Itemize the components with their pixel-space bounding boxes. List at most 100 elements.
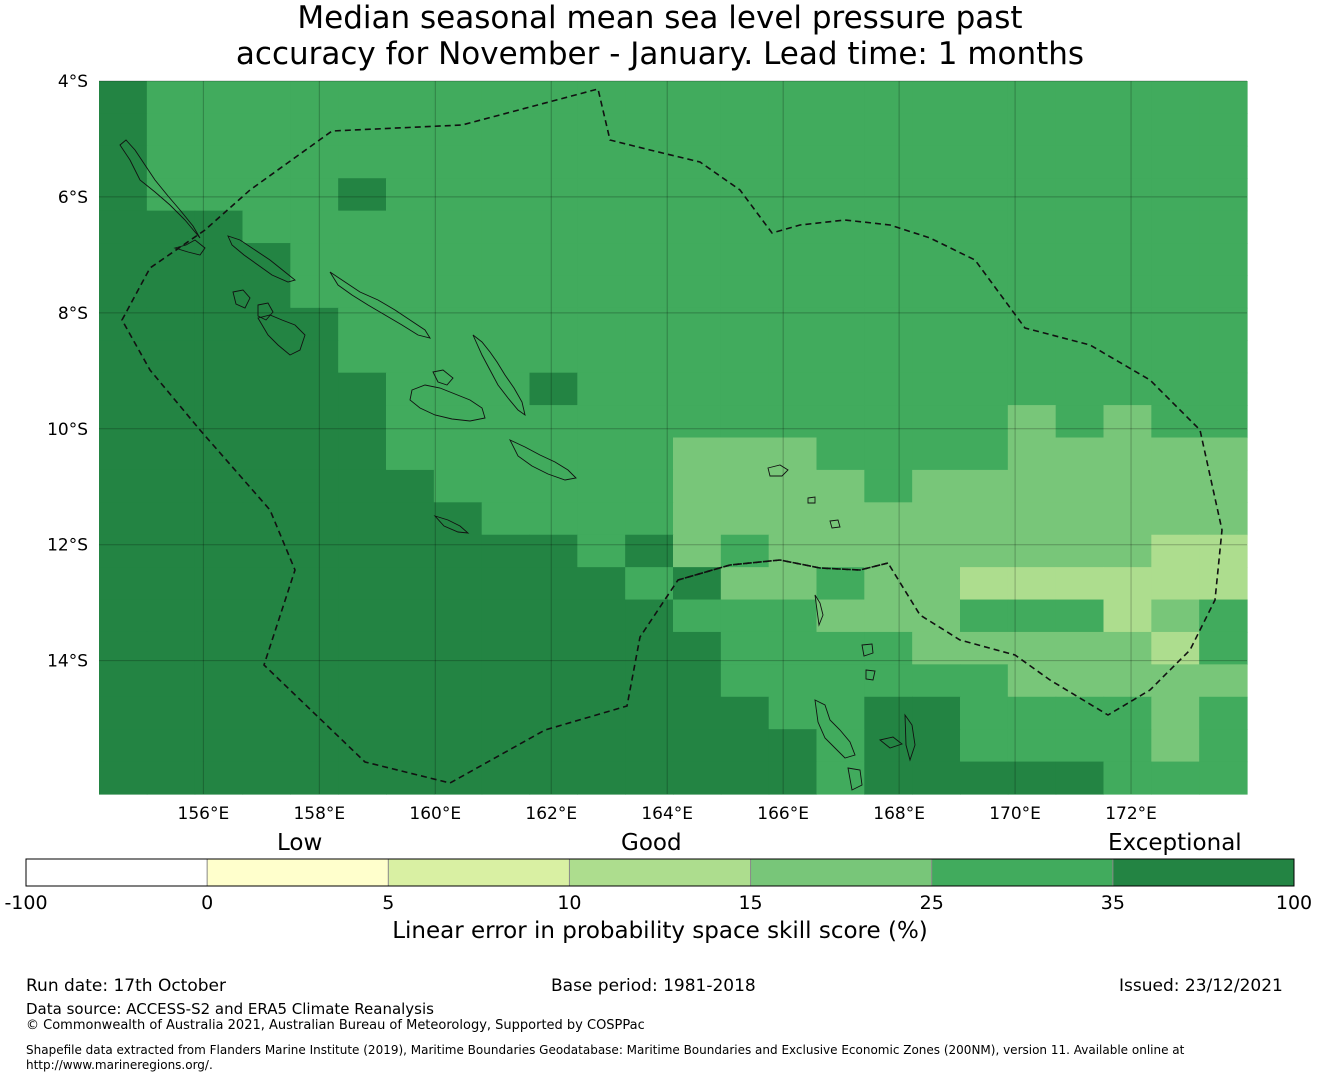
skill-cell	[386, 113, 435, 147]
skill-cell	[1055, 761, 1105, 795]
skill-cell	[577, 631, 626, 665]
skill-cell	[720, 178, 770, 212]
skill-cell	[1055, 729, 1105, 763]
skill-cell	[338, 631, 387, 665]
skill-cell	[290, 243, 339, 277]
skill-cell	[529, 534, 578, 568]
skill-cell	[912, 664, 961, 698]
skill-cell	[1007, 405, 1057, 439]
lon-tick-label: 162°E	[525, 804, 577, 824]
skill-cell	[146, 372, 196, 406]
skill-cell	[1199, 243, 1248, 277]
skill-cell	[625, 696, 674, 730]
skill-cell	[1151, 631, 1200, 665]
skill-cell	[1103, 437, 1152, 471]
skill-cell	[1007, 631, 1057, 665]
skill-cell	[912, 405, 961, 439]
skill-cell	[912, 631, 961, 665]
longitude-tick-labels: 156°E 158°E 160°E 162°E 164°E 166°E 168°E 170°E…	[178, 804, 1157, 824]
skill-cell	[960, 81, 1009, 115]
skill-cell	[625, 275, 674, 309]
skill-cell	[1103, 761, 1152, 795]
skill-cell	[864, 534, 913, 568]
skill-cell	[1007, 567, 1057, 601]
skill-cell	[146, 145, 196, 179]
lat-tick-label: 10°S	[47, 420, 88, 440]
skill-cell	[386, 437, 435, 471]
skill-cell	[242, 729, 291, 763]
skill-cell	[912, 534, 961, 568]
coastline-bougainville	[119, 139, 201, 239]
skill-cell	[960, 696, 1009, 730]
skill-cell	[529, 372, 578, 406]
category-exceptional: Exceptional	[1108, 830, 1242, 856]
skill-cell	[720, 437, 770, 471]
skill-cell	[1007, 761, 1057, 795]
skill-cell	[864, 340, 913, 374]
skill-cell	[1199, 81, 1248, 115]
skill-cell	[1055, 567, 1105, 601]
skill-cell	[864, 405, 913, 439]
skill-cell	[433, 275, 483, 309]
skill-cell	[529, 599, 578, 633]
skill-cell	[673, 664, 722, 698]
skill-cell	[99, 631, 148, 665]
skill-cell	[99, 113, 148, 147]
skill-cell	[1103, 178, 1152, 212]
skill-cell	[242, 145, 291, 179]
skill-cell	[290, 437, 339, 471]
skill-cell	[529, 405, 578, 439]
colorbar-swatch	[931, 859, 1113, 886]
skill-cell	[673, 599, 722, 633]
skill-cell	[146, 664, 196, 698]
skill-cell	[146, 340, 196, 374]
skill-cell	[242, 372, 291, 406]
skill-cell	[625, 113, 674, 147]
skill-cell	[816, 599, 865, 633]
skill-cell	[1007, 113, 1057, 147]
skill-cell	[625, 599, 674, 633]
coastline-vanua-lava	[861, 643, 874, 657]
skill-cell	[1007, 340, 1057, 374]
skill-cell	[194, 372, 244, 406]
skill-cell	[386, 664, 435, 698]
skill-cell	[768, 81, 818, 115]
skill-cell	[290, 145, 339, 179]
skill-cell	[960, 210, 1009, 244]
skill-cell	[960, 502, 1009, 536]
skill-cell	[864, 275, 913, 309]
skill-cell	[290, 534, 339, 568]
skill-cell	[816, 534, 865, 568]
skill-cell	[625, 664, 674, 698]
skill-cell	[1151, 145, 1200, 179]
skill-cell	[960, 243, 1009, 277]
skill-cell	[720, 502, 770, 536]
lon-tick-label: 172°E	[1105, 804, 1157, 824]
skill-cell	[816, 469, 865, 503]
skill-cell	[1007, 437, 1057, 471]
skill-cell	[1199, 145, 1248, 179]
skill-cell	[673, 145, 722, 179]
skill-cell	[673, 307, 722, 341]
skill-cell	[529, 664, 578, 698]
skill-cell	[1151, 113, 1200, 147]
skill-cell	[99, 210, 148, 244]
skill-cell	[99, 761, 148, 795]
skill-cell	[864, 178, 913, 212]
skill-cell	[146, 307, 196, 341]
skill-cell	[864, 664, 913, 698]
skill-cell	[290, 502, 339, 536]
skill-cell	[338, 178, 387, 212]
skill-cell	[673, 243, 722, 277]
skill-cell	[386, 631, 435, 665]
skill-cell	[768, 502, 818, 536]
colorbar-swatch	[26, 859, 208, 886]
skill-cell	[290, 729, 339, 763]
skill-cell	[290, 275, 339, 309]
skill-cell	[1055, 81, 1105, 115]
skill-cell	[768, 340, 818, 374]
skill-cell	[433, 469, 483, 503]
skill-cell	[290, 81, 339, 115]
skill-cell	[1055, 405, 1105, 439]
skill-cell	[1055, 307, 1105, 341]
